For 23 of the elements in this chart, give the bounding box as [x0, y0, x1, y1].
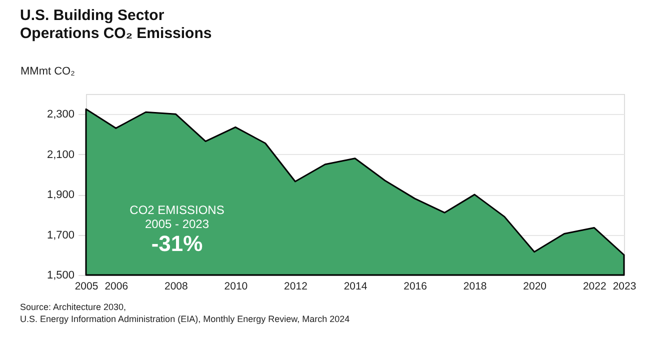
- y-tick-label: 1,900: [46, 189, 74, 202]
- x-tick-label: 2018: [463, 280, 487, 292]
- x-tick-label: 2006: [104, 280, 128, 292]
- x-tick-label: 2012: [284, 280, 308, 292]
- y-tick-label: 2,300: [46, 108, 74, 121]
- x-tick-label: 2020: [523, 280, 547, 292]
- x-tick-label: 2016: [404, 280, 428, 292]
- chart-title: U.S. Building Sector Operations CO₂ Emissions: [20, 7, 212, 42]
- x-tick-label: 2008: [164, 280, 188, 292]
- x-tick-label: 2005: [74, 280, 98, 292]
- source-note: Source: Architecture 2030,: [20, 302, 126, 312]
- x-tick-label: 2023: [612, 280, 636, 292]
- y-tick-label: 1,500: [46, 270, 74, 282]
- y-tick-label: 2,100: [46, 148, 74, 161]
- annotation: -31%: [151, 231, 203, 256]
- annotation: CO2 EMISSIONS: [130, 203, 224, 217]
- y-axis-title: MMmt CO₂: [20, 66, 75, 78]
- x-tick-label: 2014: [344, 280, 368, 292]
- text: U.S. Energy Information Administration (EIA), Monthly Energy Review, March 2024: [20, 314, 350, 324]
- y-tick-label: 1,700: [46, 229, 74, 242]
- x-tick-label: 2022: [582, 280, 606, 292]
- x-tick-label: 2010: [224, 280, 248, 292]
- annotation: 2005 - 2023: [144, 217, 210, 231]
